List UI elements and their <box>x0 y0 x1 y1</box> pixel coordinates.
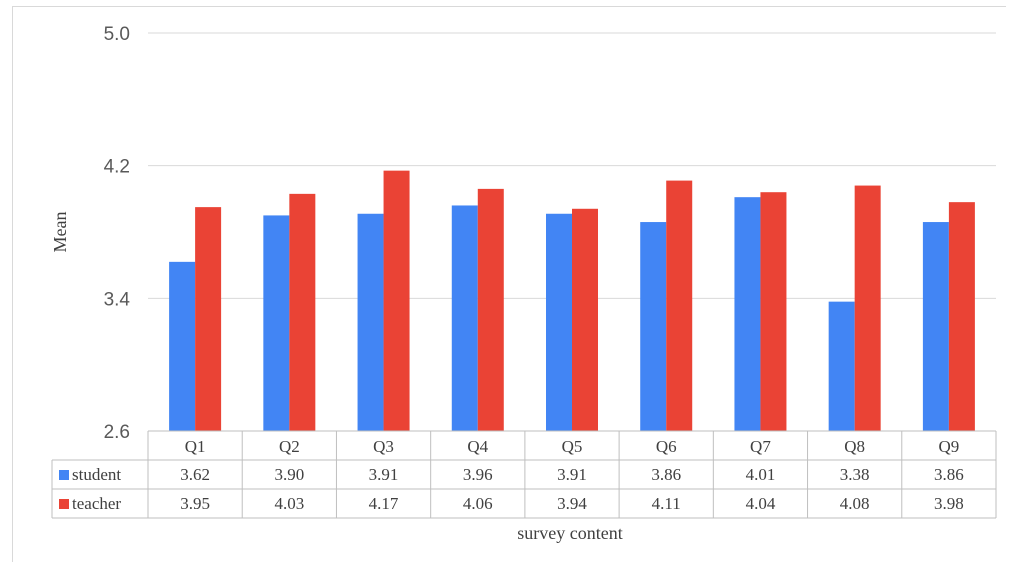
x-tick-label: Q4 <box>467 437 488 456</box>
bar-teacher-q6 <box>666 180 693 431</box>
x-tick-label: Q3 <box>373 437 394 456</box>
y-tick-label: 4.2 <box>104 157 130 178</box>
x-axis-label: survey content <box>517 523 622 543</box>
x-tick-label: Q9 <box>938 437 959 456</box>
bars <box>169 170 975 431</box>
bar-teacher-q3 <box>383 170 410 431</box>
x-tick-label: Q2 <box>279 437 300 456</box>
data-label: 4.03 <box>274 494 304 513</box>
data-label: 3.94 <box>557 494 587 513</box>
bar-teacher-q8 <box>854 185 881 431</box>
y-tick-label: 5.0 <box>104 24 130 45</box>
data-label: 4.04 <box>746 494 776 513</box>
data-label: 3.98 <box>934 494 964 513</box>
bar-student-q7 <box>734 197 761 431</box>
bar-student-q1 <box>169 261 196 431</box>
bar-student-q2 <box>263 215 290 431</box>
legend-label-teacher: teacher <box>72 494 121 513</box>
bar-teacher-q4 <box>477 188 504 431</box>
bar-teacher-q9 <box>948 202 975 431</box>
data-label: 3.86 <box>934 465 964 484</box>
data-label: 3.91 <box>557 465 587 484</box>
bar-student-q8 <box>828 301 855 431</box>
y-tick-label: 2.6 <box>104 422 130 443</box>
legend-swatch-teacher <box>59 499 69 509</box>
x-tick-label: Q8 <box>844 437 865 456</box>
bar-student-q6 <box>640 222 667 431</box>
data-label: 3.90 <box>274 465 304 484</box>
data-label: 4.06 <box>463 494 493 513</box>
chart-frame <box>12 6 1006 562</box>
y-tick-labels: 2.6 3.4 4.2 5.0 <box>104 24 131 443</box>
data-label: 3.38 <box>840 465 870 484</box>
bar-teacher-q1 <box>195 207 222 431</box>
data-label: 3.95 <box>180 494 210 513</box>
bar-student-q3 <box>357 213 384 431</box>
bar-teacher-q5 <box>572 208 598 431</box>
x-tick-label: Q7 <box>750 437 771 456</box>
bar-teacher-q2 <box>289 193 316 431</box>
legend-label-student: student <box>72 465 121 484</box>
data-label: 4.01 <box>746 465 776 484</box>
data-label: 4.17 <box>369 494 399 513</box>
data-label: 3.86 <box>651 465 681 484</box>
data-label: 4.08 <box>840 494 870 513</box>
y-tick-label: 3.4 <box>104 289 131 310</box>
bar-student-q5 <box>546 213 572 431</box>
y-axis-label: Mean <box>50 212 70 253</box>
x-tick-label: Q5 <box>562 437 583 456</box>
x-tick-label: Q1 <box>185 437 206 456</box>
bar-student-q4 <box>451 205 478 431</box>
data-label: 3.96 <box>463 465 493 484</box>
data-label: 3.91 <box>369 465 399 484</box>
data-label: 3.62 <box>180 465 210 484</box>
bar-student-q9 <box>922 222 949 431</box>
x-tick-label: Q6 <box>656 437 677 456</box>
legend-swatch-student <box>59 470 69 480</box>
data-table: Q1 Q2 Q3 Q4 Q5 Q6 Q7 Q8 Q9 student 3.62 3.90 3.91 3.9… <box>51 430 997 519</box>
data-label: 4.11 <box>652 494 681 513</box>
bar-teacher-q7 <box>760 192 787 431</box>
